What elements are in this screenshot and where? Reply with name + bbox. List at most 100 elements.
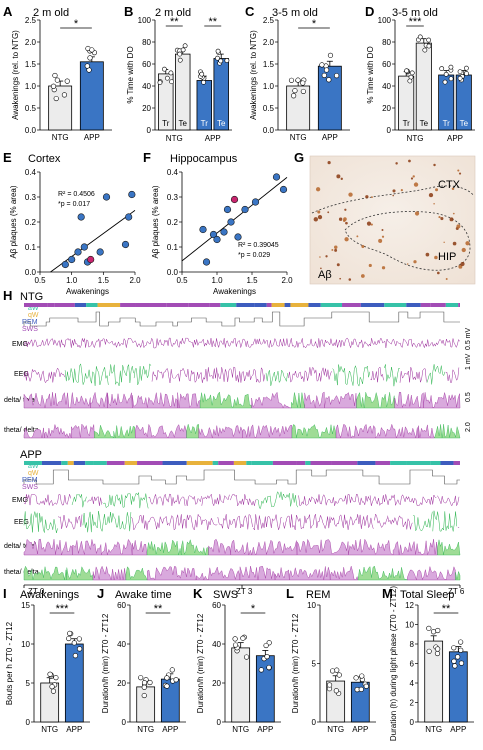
app-eeg-trace	[23, 511, 58, 534]
ntg-state-bar	[342, 303, 361, 307]
a-point	[54, 77, 60, 83]
j-ytick-label: 40	[117, 640, 126, 649]
plaque	[443, 241, 445, 244]
i-point	[47, 671, 53, 677]
l-point	[353, 675, 359, 681]
d-bar-label: Tr	[403, 119, 411, 128]
panel-label-h: H	[3, 288, 12, 303]
k-ytick-label: 0	[217, 718, 222, 727]
k-ytick-label: 20	[212, 679, 221, 688]
ntg-state-bar	[166, 303, 189, 307]
plaque	[344, 237, 349, 242]
c-point	[334, 73, 340, 79]
h-app-state-qw: qW	[28, 470, 39, 477]
plaque	[381, 228, 384, 231]
ntg-emg-trace	[23, 337, 460, 349]
plaque	[437, 271, 440, 275]
k-point	[258, 667, 264, 673]
k-point	[243, 654, 250, 660]
ntg-eeg-trace	[384, 364, 400, 387]
a-point	[87, 55, 93, 61]
a-ytick-label: 1.0	[25, 82, 37, 91]
a-point	[61, 92, 68, 98]
e-ytick-label: 0.2	[25, 218, 37, 227]
plaque	[338, 217, 343, 221]
ntg-state-bar	[384, 303, 407, 307]
j-point	[141, 692, 147, 699]
d-bar-ntg-te	[415, 42, 432, 131]
b-point	[182, 43, 188, 49]
d-bar-label: Te	[460, 119, 469, 128]
panel-e-title: Cortex	[28, 153, 61, 165]
i-sig-stars: ***	[56, 603, 70, 615]
d-point	[407, 78, 413, 84]
app-state-bar	[430, 461, 441, 465]
plaque	[458, 172, 462, 175]
ntg-delta-total-trace	[70, 392, 91, 409]
app-theta-delta-trace	[196, 566, 241, 581]
app-eeg-trace	[131, 514, 169, 531]
ntg-eeg-trace	[332, 364, 371, 387]
a-point	[89, 47, 95, 53]
ntg-theta-delta-trace	[94, 425, 115, 439]
k-xtick-label: APP	[257, 725, 273, 734]
l-ytick-label: 10	[307, 601, 316, 610]
c-xtick-label: NTG	[290, 133, 307, 142]
app-emg-trace	[256, 491, 299, 509]
d-point	[426, 37, 432, 43]
m-xtick-label: NTG	[425, 725, 442, 734]
plaque	[348, 192, 353, 197]
h-app-label: APP	[20, 449, 42, 461]
d-point	[442, 79, 448, 85]
j-ytick-label: 60	[117, 601, 126, 610]
app-eeg-trace	[374, 513, 388, 529]
f-ytick-label: 0.4	[167, 168, 179, 177]
panel-l-title: REM	[306, 589, 330, 601]
histology-image: CTX HIP Aβ	[309, 155, 476, 285]
ntg-eeg-trace	[109, 363, 134, 386]
app-theta-delta-trace	[66, 566, 94, 581]
c-ytick-label: 2.5	[263, 16, 275, 25]
ntg-eeg-trace	[399, 367, 427, 383]
plaque	[425, 252, 430, 257]
b-bar-label: Te	[178, 119, 187, 128]
h-app-emg-label: EMG	[12, 497, 28, 504]
k-point	[232, 642, 239, 648]
plaque	[370, 223, 373, 226]
plaque	[440, 217, 444, 221]
f-point	[213, 235, 221, 244]
plaque	[334, 248, 338, 252]
ntg-delta-total-trace	[423, 392, 461, 409]
app-theta-delta-trace	[407, 566, 456, 581]
c-point	[292, 88, 298, 94]
plaque	[400, 189, 403, 192]
c-ytick-label: 1.5	[263, 60, 275, 69]
b-bar-label: Tr	[162, 119, 170, 128]
m-sig-stars: **	[442, 603, 451, 615]
ntg-eeg-trace	[23, 367, 66, 384]
f-point	[272, 173, 281, 181]
app-theta-delta-trace	[239, 565, 276, 581]
k-ylabel: Duration/h (min) ZT0 - ZT12	[196, 613, 205, 713]
k-point	[240, 635, 246, 641]
k-point	[264, 654, 270, 660]
e-point	[121, 240, 130, 249]
ntg-delta-total-trace	[251, 391, 292, 409]
app-state-bar	[218, 461, 234, 465]
l-ytick-label: 5	[312, 660, 317, 669]
ntg-theta-delta-trace	[71, 423, 95, 439]
k-sig-stars: *	[251, 603, 256, 615]
panel-label-g: G	[294, 150, 304, 165]
c-ytick-label: 0.5	[263, 104, 275, 113]
i-ytick-label: 5	[26, 679, 31, 688]
ntg-delta-total-trace	[199, 391, 252, 409]
m-point	[458, 639, 464, 645]
app-emg-trace	[185, 495, 202, 507]
plaque	[325, 255, 328, 258]
c-sig-stars: *	[312, 18, 317, 30]
f-ylabel: Aβ plaques (% area)	[151, 185, 160, 258]
app-delta-total-trace	[230, 539, 257, 556]
ntg-state-bar	[266, 303, 272, 307]
l-xtick-label: NTG	[327, 725, 344, 734]
e-xlabel: Awakenings	[66, 287, 109, 296]
